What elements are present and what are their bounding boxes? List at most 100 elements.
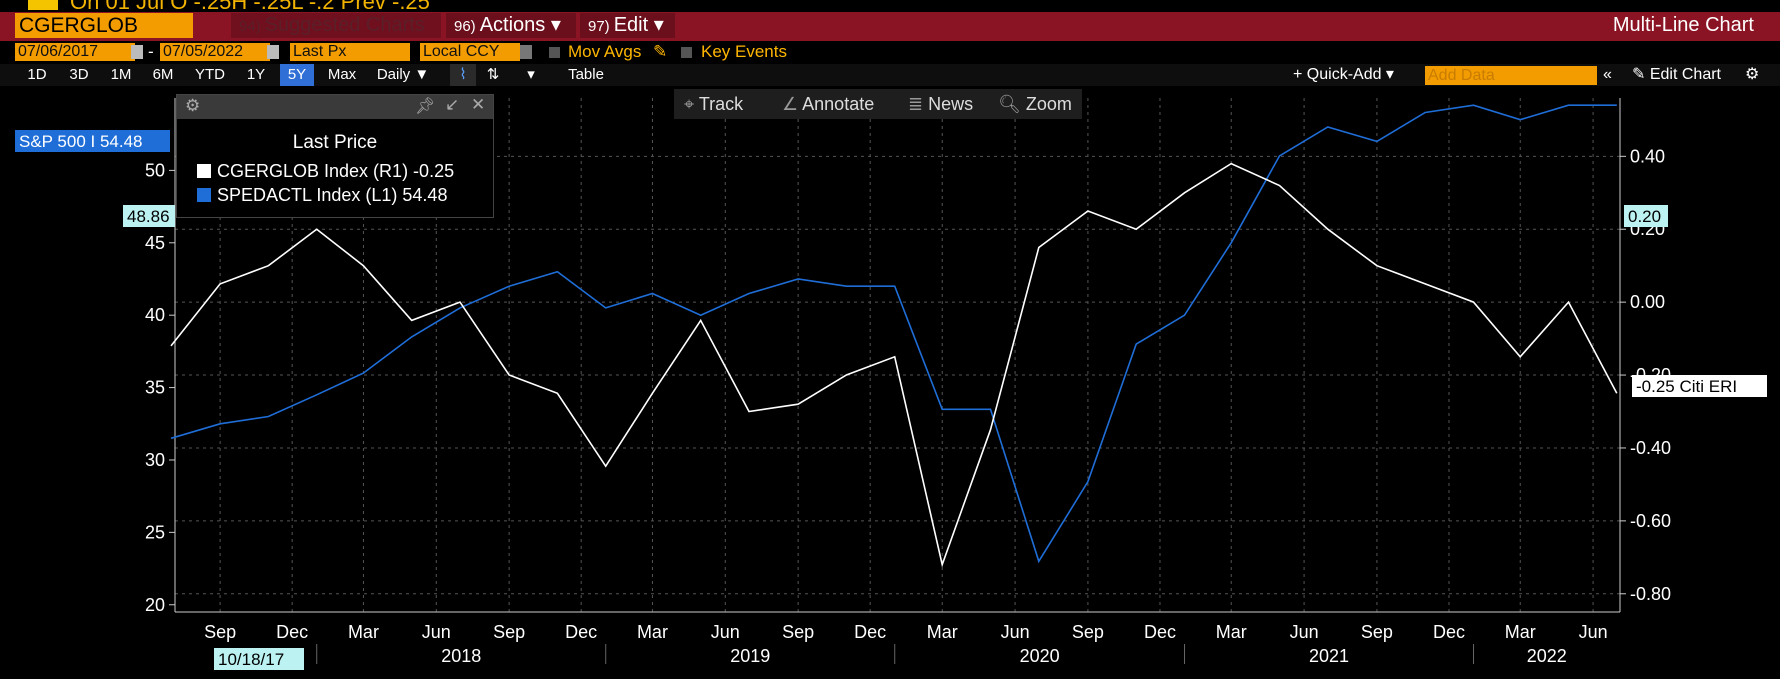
timeframe-bar [0,64,1780,86]
sp500-value-tag: S&P 500 I 54.48 [19,132,143,151]
year-label: 2022 [1527,646,1567,666]
pencil-icon[interactable]: ✎ [653,42,668,61]
right-tick-label: -0.40 [1630,438,1671,458]
zoom-label: Zoom [1025,94,1072,114]
chart-type-title: Multi-Line Chart [1612,14,1754,36]
cursor-date-tag: 10/18/17 [218,650,284,669]
more-dropdown-icon[interactable]: ▾ [527,66,535,83]
month-tick-label: Dec [854,622,886,642]
right-tick-label: -0.60 [1630,511,1671,531]
left-tick-label: 30 [145,450,165,470]
month-tick-label: Dec [565,622,597,642]
mov-avgs-label: Mov Avgs [568,42,642,61]
grid-lines [175,98,1620,612]
table-button[interactable]: Table [568,66,604,83]
right-tick-label: 0.00 [1630,292,1665,312]
close-icon[interactable]: ✕ [471,95,486,114]
annotate-tool[interactable]: ∠ Annotate [782,94,875,114]
year-label: 2019 [730,646,770,666]
citi-value-tag: -0.25 Citi ERI [1636,377,1737,396]
track-tool[interactable]: ⌖ Track [684,94,744,114]
left-tick-label: 35 [145,378,165,398]
left-crosshair-tag: 48.86 [127,207,170,226]
key-events-label: Key Events [701,42,787,61]
menu-label: Actions ▾ [479,14,561,36]
cursor-date-tag-bg [214,648,304,670]
settings-gear-icon[interactable]: ⚙ [1745,66,1760,83]
minimize-icon[interactable]: ↙ [445,95,460,114]
right-crosshair-tag-bg [1624,205,1668,227]
axes [169,98,1626,664]
year-label: 2020 [1020,646,1060,666]
timeframe-5y[interactable]: 5Y [280,64,314,86]
series-lines [170,104,1618,568]
month-tick-label: Dec [276,622,308,642]
timeframe-3d[interactable]: 3D [69,66,89,83]
timeframe-1m[interactable]: 1M [110,66,132,83]
calendar-icon[interactable] [267,45,279,59]
menu-num: 97) [588,18,610,35]
timeframe-1y[interactable]: 1Y [246,66,266,83]
pin-icon[interactable]: 📌︎ [415,98,436,115]
gear-icon[interactable]: ⚙ [185,96,201,115]
track-label: Track [698,94,744,114]
currency-selector[interactable]: Local CCY [420,43,520,61]
legend-entry-spedactl: SPEDACTL Index (L1) 54.48 [197,185,447,206]
series-line-cgerglob-index [170,162,1618,568]
quick-add-button[interactable]: + Quick-Add ▾ [1293,66,1394,83]
right-tick-label: 0.40 [1630,146,1665,166]
sp500-value-tag-bg [15,130,170,152]
dropdown-arrow-icon[interactable] [520,45,532,59]
date-separator: - [148,42,154,61]
month-tick-label: Jun [1290,622,1319,642]
month-tick-label: Dec [1144,622,1176,642]
left-tick-label: 50 [145,160,165,180]
menu-label: Edit ▾ [613,14,664,36]
actions-menu-button[interactable]: 96) Actions ▾ [446,13,576,38]
month-tick-label: Sep [1361,622,1393,642]
edit-chart-button[interactable]: ✎ Edit Chart [1632,66,1721,83]
bar-chart-icon[interactable]: ⇅ [486,66,500,83]
add-data-input[interactable]: Add Data [1425,66,1597,85]
month-tick-label: Dec [1433,622,1465,642]
legend-swatch [197,188,211,202]
line-chart-icon[interactable]: ⌇ [450,64,476,86]
zoom-tool[interactable]: 🔍︎ Zoom [998,94,1072,114]
calendar-icon[interactable] [131,45,143,59]
month-tick-label: Sep [493,622,525,642]
field-selector[interactable]: Last Px [290,43,410,61]
month-tick-label: Sep [204,622,236,642]
citi-value-tag-bg [1632,375,1767,397]
end-date-field[interactable]: 07/05/2022 [160,43,270,61]
legend-titlebar: ⚙ 📌︎ ↙ ✕ [177,95,493,119]
value-tags: S&P 500 I 54.48 48.86 0.20 -0.25 Citi ERI 10… [15,130,1767,670]
legend-swatch [197,164,211,178]
timeframe-1d[interactable]: 1D [27,66,47,83]
timeframe-max[interactable]: Max [327,66,357,83]
news-tool[interactable]: ≣ News [908,94,974,114]
key-events-checkbox[interactable] [681,47,692,58]
collapse-icon[interactable]: « [1603,66,1612,83]
edit-menu-button[interactable]: 97) Edit ▾ [580,13,675,38]
month-tick-label: Mar [348,622,379,642]
legend-label: CGERGLOB Index (R1) -0.25 [217,161,455,181]
right-tick-label: -0.80 [1630,584,1671,604]
month-tick-label: Sep [782,622,814,642]
left-tick-label: 40 [145,305,165,325]
left-tick-label: 20 [145,595,165,615]
timeframe-ytd[interactable]: YTD [195,66,225,83]
month-tick-label: Mar [1505,622,1536,642]
right-crosshair-tag: 0.20 [1628,207,1661,226]
suggested-charts-button[interactable]: 94) Suggested Charts [231,13,441,38]
period-selector[interactable]: Daily ▼ [376,66,430,83]
year-label: 2021 [1309,646,1349,666]
month-tick-label: Jun [422,622,451,642]
menu-num: 94) [239,18,261,35]
mov-avgs-checkbox[interactable] [549,47,560,58]
legend-panel[interactable]: ⚙ 📌︎ ↙ ✕ Last Price CGERGLOB Index (R1) … [176,94,494,218]
start-date-field[interactable]: 07/06/2017 [15,43,135,61]
timeframe-6m[interactable]: 6M [152,66,174,83]
month-tick-label: Mar [637,622,668,642]
year-label: 2018 [441,646,481,666]
